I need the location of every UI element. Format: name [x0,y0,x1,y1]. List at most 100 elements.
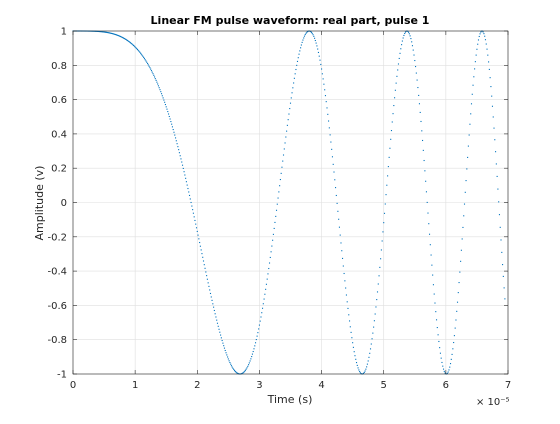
data-point [395,82,397,84]
data-point [186,184,188,186]
data-point [99,31,101,33]
data-point [241,372,243,374]
data-point [228,360,230,362]
data-point [259,320,261,322]
data-point [426,201,428,203]
data-point [382,231,384,233]
data-point [452,348,454,350]
data-point [396,75,398,77]
data-point [287,119,289,121]
data-point [443,370,445,372]
data-point [296,60,299,62]
data-point [230,363,232,365]
data-point [272,239,274,241]
data-point [268,267,270,270]
data-point [191,205,193,207]
data-point [330,141,332,143]
data-point [317,51,320,54]
data-point [114,33,116,35]
data-point [177,146,179,148]
data-point [286,130,288,132]
data-point [393,105,395,107]
data-point [421,130,423,132]
data-point [95,30,97,32]
data-point [105,31,107,33]
data-point [341,250,343,252]
data-point [488,61,490,63]
data-point [171,123,173,125]
data-point [248,364,250,366]
data-point [323,83,325,85]
data-point [373,320,375,322]
data-point [293,77,295,79]
data-point [436,327,438,329]
data-point [335,187,337,189]
data-point [209,289,211,291]
data-point [472,84,474,86]
data-point [417,86,419,89]
data-point [265,288,267,290]
data-point [97,30,99,32]
data-point [451,353,453,355]
data-point [122,37,125,39]
data-point [378,275,380,277]
data-point [373,326,375,328]
data-point [192,209,194,211]
data-point [377,283,379,285]
data-point [108,32,111,34]
data-point [489,77,491,79]
data-point [387,175,389,177]
data-point [208,285,210,287]
data-point [328,120,330,122]
x-tick-labels: 0 1 2 3 4 5 6 7 [70,380,511,391]
data-point [349,326,351,328]
data-point [102,31,104,33]
data-point [272,233,274,235]
data-point [157,83,159,85]
data-point [178,149,180,151]
data-point [211,299,213,301]
x-tick-label: 3 [256,380,262,391]
data-point [165,106,167,108]
data-point [173,131,175,133]
data-point [400,48,402,50]
data-point [167,111,169,113]
data-point [115,34,117,36]
data-point [369,348,372,350]
data-point [322,78,324,80]
data-point [150,70,153,72]
data-point [193,216,195,218]
data-point [278,191,280,193]
data-point [217,325,219,327]
data-point [457,292,459,294]
data-point [181,161,183,163]
y-tick-label: 1 [61,27,67,38]
tick-layer [72,30,509,375]
data-point [267,273,269,275]
data-point [470,113,472,115]
data-point [375,306,377,308]
data-point [368,356,370,358]
data-point [258,324,260,326]
data-point [209,292,212,295]
data-point [473,76,475,78]
data-point [252,350,254,353]
data-point [201,253,203,255]
data-point [465,180,467,182]
data-point [337,210,339,212]
data-point [116,34,118,36]
data-point [121,36,123,38]
data-point [502,264,504,266]
data-point [320,63,322,65]
data-point [321,73,323,75]
data-point [293,82,295,84]
data-point [419,111,421,113]
data-point [144,59,146,61]
data-point [127,40,129,42]
data-point [202,256,204,258]
data-point [282,154,285,156]
data-point [145,60,147,62]
data-point [282,160,284,162]
data-point [314,39,316,42]
data-point [332,163,334,165]
